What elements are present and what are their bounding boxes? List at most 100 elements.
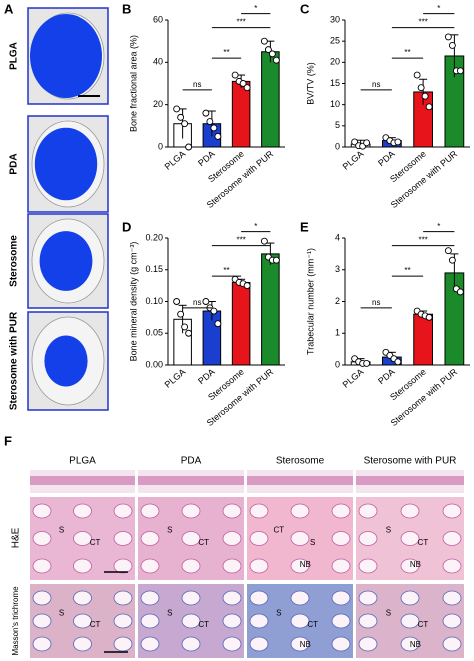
scaffold-pore: [358, 636, 378, 652]
y-tick-label: 2: [335, 296, 340, 306]
data-point: [394, 138, 402, 146]
scaffold-pore: [249, 531, 269, 546]
data-point: [413, 71, 421, 79]
scaffold-pore: [32, 531, 52, 546]
scaffold-pore: [181, 590, 201, 606]
scaffold-pore: [331, 558, 351, 574]
image-label: CT: [198, 538, 209, 547]
image-label: S: [167, 525, 172, 534]
y-tick-label: 0: [158, 141, 163, 151]
scaffold-pore: [140, 636, 160, 652]
y-tick-label: 3: [335, 264, 340, 274]
scaffold-pore: [222, 558, 242, 574]
significance-label: ***: [236, 18, 245, 27]
scaffold-pore: [73, 636, 92, 652]
scaffold-pore: [222, 531, 242, 546]
data-point: [173, 298, 181, 305]
bar: [231, 80, 251, 148]
panel-label: A: [4, 1, 14, 16]
scaffold-pore: [140, 613, 160, 629]
x-tick-label: PDA: [376, 367, 397, 387]
scaffold-pore: [222, 590, 242, 606]
y-axis-title: Trabecular number (mm⁻¹): [305, 248, 315, 355]
y-tick-label: 25: [330, 36, 340, 46]
data-point: [444, 33, 452, 41]
x-tick-label: PLGA: [163, 367, 188, 390]
column-header: PDA: [181, 456, 202, 467]
scaffold-pore: [400, 590, 420, 606]
significance-label: ns: [372, 80, 380, 89]
data-point: [456, 288, 464, 296]
data-point: [425, 103, 433, 111]
scaffold-pore: [290, 590, 310, 606]
scaffold-pore: [181, 558, 201, 574]
data-point: [210, 307, 218, 315]
scaffold-pore: [32, 503, 52, 519]
tissue-strip: [138, 476, 244, 485]
y-axis-title: Bone fractional area (%): [128, 35, 138, 132]
data-point: [417, 84, 425, 92]
scaffold-pore: [358, 613, 378, 629]
scaffold-pore: [222, 503, 242, 519]
scaffold-pore: [73, 558, 92, 574]
significance-label: **: [223, 266, 229, 275]
scaffold-pore: [358, 558, 378, 574]
y-tick-label: 60: [153, 14, 163, 24]
scaffold-pore: [32, 590, 52, 606]
y-tick-label: 30: [330, 14, 340, 24]
scaffold-pore: [358, 503, 378, 519]
data-point: [173, 105, 181, 113]
tissue-strip: [30, 476, 135, 485]
data-point: [202, 298, 210, 305]
data-point: [260, 237, 268, 245]
y-tick-label: 0: [335, 359, 340, 369]
row-label: H&E: [11, 527, 22, 548]
bar: [413, 313, 433, 366]
bone-region: [39, 231, 93, 291]
data-point: [214, 320, 222, 328]
scaffold-pore: [400, 558, 420, 574]
data-point: [177, 113, 185, 121]
scaffold-pore: [140, 558, 160, 574]
y-tick-label: 40: [153, 57, 163, 67]
image-label: S: [310, 538, 315, 547]
image-label: CT: [418, 538, 429, 547]
scaffold-pore: [113, 590, 133, 606]
panel-label: E: [300, 219, 309, 234]
data-point: [243, 282, 251, 290]
panel-label: B: [122, 1, 131, 16]
data-point: [448, 256, 456, 264]
scaffold-pore: [32, 636, 52, 652]
bar: [231, 281, 251, 366]
significance-label: ns: [193, 80, 201, 89]
significance-label: ***: [418, 18, 427, 27]
y-tick-label: 10: [330, 99, 340, 109]
data-point: [243, 84, 251, 92]
scaffold-pore: [73, 503, 92, 519]
y-tick-label: 0: [335, 141, 340, 151]
scaffold-pore: [400, 613, 420, 629]
scaffold-pore: [73, 613, 92, 629]
tissue-strip: [356, 476, 464, 485]
scaffold-pore: [140, 531, 160, 546]
row-label: Sterosome: [9, 235, 20, 287]
scaffold-pore: [442, 613, 462, 629]
data-point: [206, 118, 214, 126]
data-point: [268, 50, 276, 58]
scaffold-pore: [331, 590, 351, 606]
data-point: [363, 359, 371, 367]
significance-label: ***: [236, 236, 245, 245]
data-point: [210, 124, 218, 132]
significance-label: ns: [372, 298, 380, 307]
image-label: CT: [418, 620, 429, 629]
row-label: PLGA: [9, 42, 20, 70]
scaffold-pore: [113, 558, 133, 574]
scaffold-pore: [442, 531, 462, 546]
data-point: [444, 247, 452, 255]
bone-region: [34, 127, 98, 201]
x-tick-label: PLGA: [163, 149, 188, 172]
y-axis-title: BV/TV (%): [305, 62, 315, 105]
scaffold-pore: [331, 613, 351, 629]
significance-label: **: [223, 48, 229, 57]
image-label: S: [59, 609, 64, 618]
